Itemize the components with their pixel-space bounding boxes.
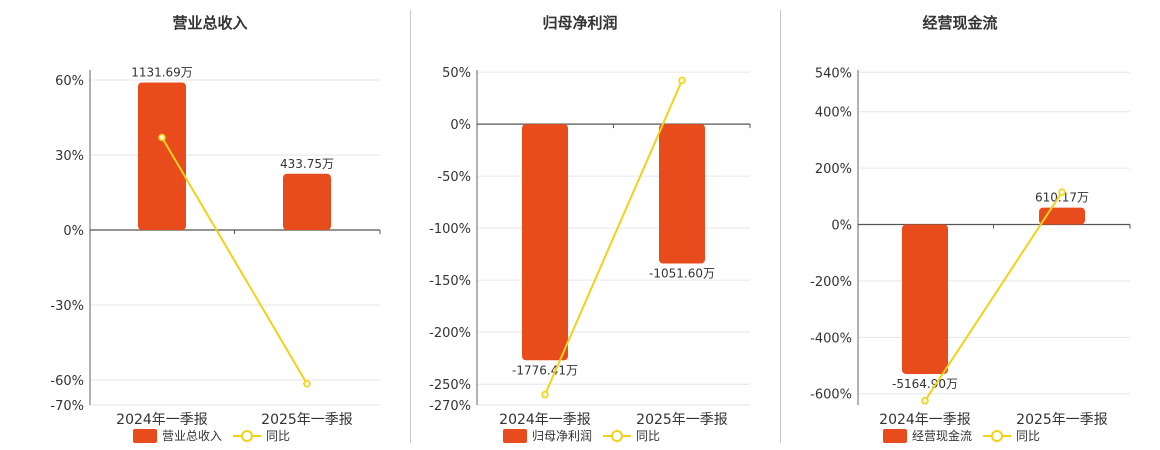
legend-bar-swatch <box>133 429 157 443</box>
yoy-point <box>678 76 686 85</box>
y-tick-label: 0% <box>450 118 471 133</box>
yoy-line <box>161 136 308 385</box>
x-tick-label: 2024年一季报 <box>116 412 208 428</box>
x-tick-label: 2025年一季报 <box>261 412 353 428</box>
yoy-point <box>541 390 549 399</box>
legend-line-label: 同比 <box>1016 429 1040 443</box>
x-tick-label: 2025年一季报 <box>636 412 728 428</box>
y-tick-label: 50% <box>442 66 471 81</box>
plot-area: 60% 30% 0% -30% -60% -70% 2024年一季报 2025年一季报 1131… <box>50 66 381 428</box>
chart-panel-net-profit: 归母净利润 50% 0% -50% -100% -150% -200% -250% -270%… <box>429 14 751 443</box>
legend: 营业总收入 同比 <box>133 429 290 443</box>
bar <box>138 82 186 230</box>
y-tick-label: -60% <box>50 374 84 389</box>
y-tick-label: 60% <box>55 74 84 89</box>
y-tick-label: -70% <box>50 399 84 414</box>
x-tick-label: 2024年一季报 <box>499 412 591 428</box>
legend-bar-label: 归母净利润 <box>532 429 592 443</box>
x-tick-label: 2025年一季报 <box>1016 412 1108 428</box>
chart-title: 经营现金流 <box>922 14 997 32</box>
legend-line-marker <box>241 430 253 442</box>
bar-data-label: 610.17万 <box>1035 191 1089 205</box>
plot-area: 50% 0% -50% -100% -150% -200% -250% -270% 2024年一… <box>429 66 751 428</box>
bar <box>1039 207 1085 225</box>
y-tick-label: -100% <box>429 222 471 237</box>
yoy-point <box>303 380 311 388</box>
y-tick-label: -270% <box>429 399 471 414</box>
legend-line-label: 同比 <box>266 429 290 443</box>
bar <box>283 173 331 230</box>
bar-data-label: -1776.41万 <box>512 363 578 377</box>
y-tick-label: 0% <box>63 224 84 239</box>
bar-data-label: 1131.69万 <box>131 66 193 80</box>
bar-data-label: -5164.90万 <box>892 377 958 391</box>
chart-title: 归母净利润 <box>542 14 617 32</box>
legend-line-label: 同比 <box>636 429 660 443</box>
yoy-line <box>924 191 1063 402</box>
bar-data-label: -1051.60万 <box>649 267 715 281</box>
legend: 归母净利润 同比 <box>503 429 660 443</box>
legend-line-marker <box>991 430 1003 442</box>
y-tick-label: 30% <box>55 149 84 164</box>
bar <box>659 124 705 264</box>
plot-area: 540% 400% 200% 0% -200% -400% -600% 2024年一季报 202… <box>810 66 1131 428</box>
y-tick-label: -200% <box>429 326 471 341</box>
y-tick-label: -150% <box>429 274 471 289</box>
yoy-line <box>544 80 683 395</box>
y-tick-label: -600% <box>810 388 852 403</box>
y-tick-label: -400% <box>810 331 852 346</box>
legend-bar-label: 经营现金流 <box>912 428 972 443</box>
panel-divider-2 <box>780 10 781 443</box>
legend-bar-swatch <box>883 429 907 443</box>
y-tick-label: -50% <box>437 170 471 185</box>
bar <box>522 124 568 361</box>
yoy-point <box>921 397 929 405</box>
legend-bar-swatch <box>503 429 527 443</box>
y-tick-label: -250% <box>429 378 471 393</box>
chart-title: 营业总收入 <box>172 14 247 32</box>
y-tick-label: -200% <box>810 275 852 290</box>
yoy-point <box>1058 188 1066 196</box>
chart-panel-revenue: 营业总收入 60% 30% 0% -30% -60% -70% 2024年一季报 2025年一… <box>50 14 381 443</box>
x-tick-label: 2024年一季报 <box>879 412 971 428</box>
y-tick-label: 540% <box>815 66 852 81</box>
chart-panel-operating-cash-flow: 经营现金流 540% 400% 200% 0% -200% -400% -600% 2024年… <box>810 14 1131 443</box>
y-tick-label: -30% <box>50 299 84 314</box>
y-tick-label: 200% <box>815 162 852 177</box>
y-tick-label: 400% <box>815 106 852 121</box>
legend-bar-label: 营业总收入 <box>162 429 222 443</box>
panel-divider-1 <box>410 10 411 443</box>
legend-line-marker <box>611 430 623 442</box>
yoy-point <box>158 133 166 142</box>
legend: 经营现金流 同比 <box>883 428 1040 443</box>
bar <box>902 224 948 374</box>
y-tick-label: 0% <box>831 219 852 234</box>
bar-data-label: 433.75万 <box>280 157 334 171</box>
